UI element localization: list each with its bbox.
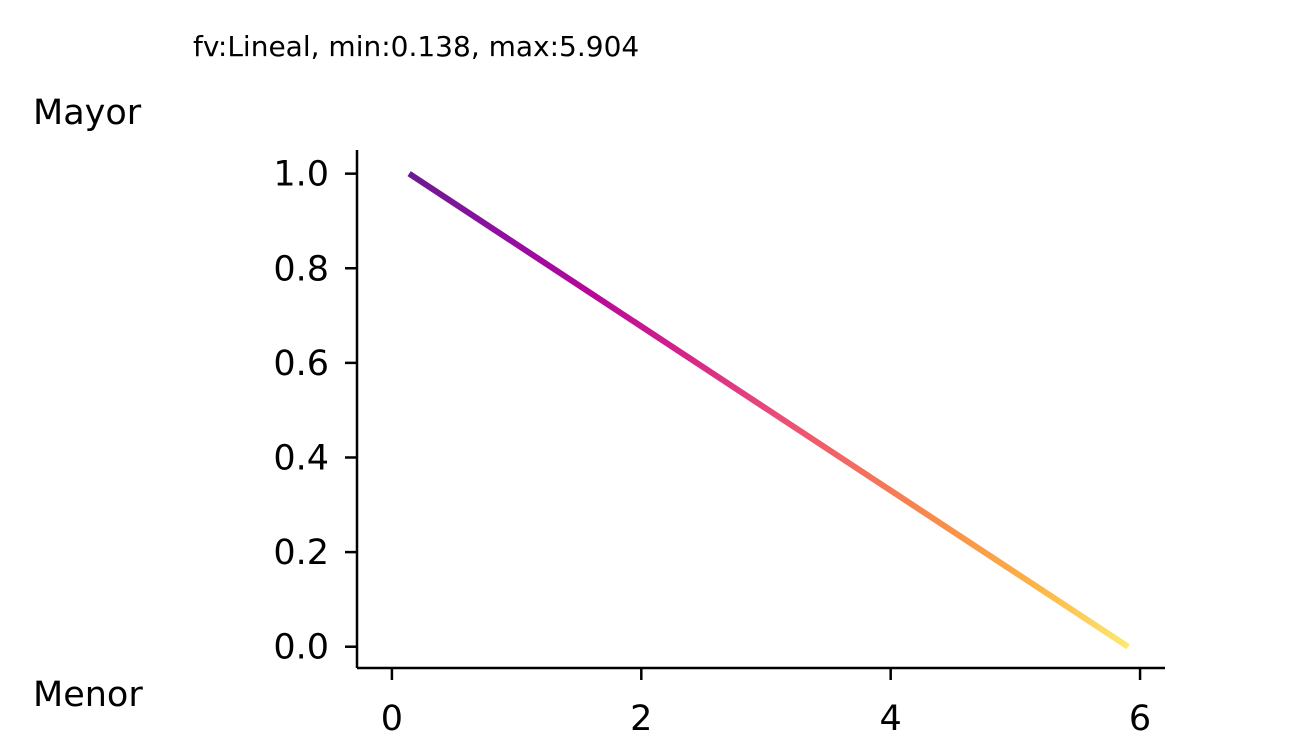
y-top-label: Mayor <box>33 93 142 133</box>
x-tick-label: 2 <box>630 699 652 739</box>
x-tick-label: 4 <box>880 699 902 739</box>
y-bottom-label: Menor <box>33 675 143 715</box>
chart-title: fv:Lineal, min:0.138, max:5.904 <box>193 30 639 63</box>
y-tick-label: 0.8 <box>273 249 329 289</box>
y-tick-label: 0.4 <box>273 438 329 478</box>
series-line <box>407 171 1130 650</box>
y-tick-label: 1.0 <box>273 155 329 195</box>
x-tick-label: 6 <box>1129 699 1151 739</box>
y-tick-label: 0.2 <box>273 533 329 573</box>
ticks: 0.0 0.2 0.4 0.6 0.8 1.0 0 2 4 6 <box>273 155 1151 739</box>
x-tick-label: 0 <box>381 699 403 739</box>
axes <box>355 150 1165 670</box>
series-group <box>407 171 1130 650</box>
y-tick-label: 0.6 <box>273 344 329 384</box>
y-tick-label: 0.0 <box>273 628 329 668</box>
